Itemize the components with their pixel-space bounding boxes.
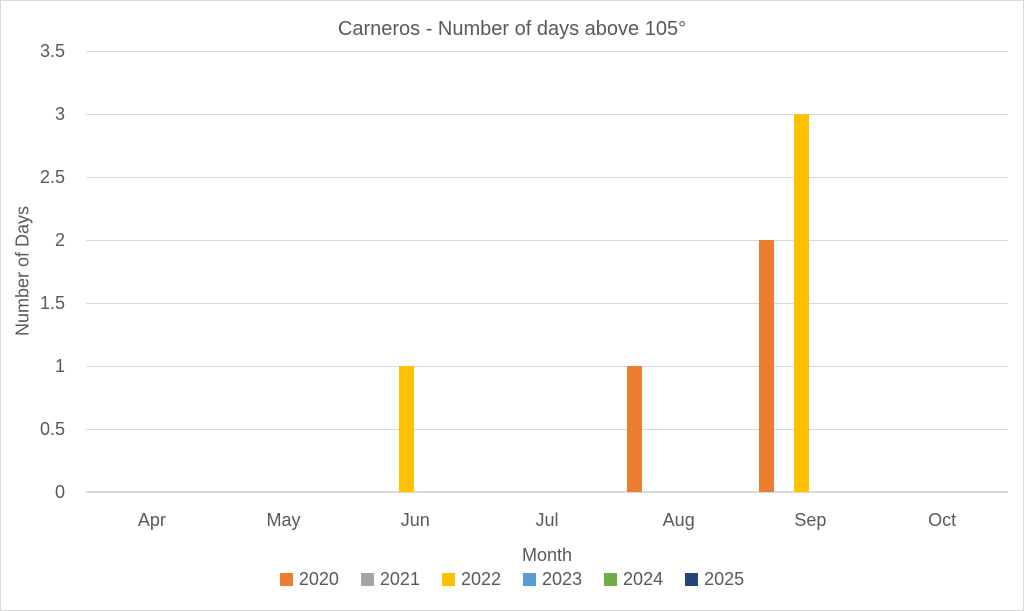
legend-label-2020: 2020 xyxy=(298,569,339,589)
legend-label-2023: 2023 xyxy=(542,569,583,589)
legend-swatch-2022 xyxy=(441,572,455,586)
y-axis-title: Number of Days xyxy=(12,205,33,337)
legend-item-2025: 2025 xyxy=(685,568,744,590)
gridline-2 xyxy=(86,240,1008,241)
y-tick-2.5: 2.5 xyxy=(39,167,65,187)
legend-swatch-2025 xyxy=(685,572,699,586)
legend-swatch-2020 xyxy=(279,572,293,586)
x-tick-aug: Aug xyxy=(662,510,695,530)
legend-swatch-2023 xyxy=(523,572,536,586)
bar-2020-Aug xyxy=(627,366,643,492)
gridline-1 xyxy=(86,366,1008,367)
legend-swatch-2024 xyxy=(604,572,618,586)
bar-2020-Sep xyxy=(759,240,775,492)
legend-item-2023: 2023 xyxy=(523,568,582,590)
x-tick-jun: Jun xyxy=(400,510,430,530)
chart-title: Carneros - Number of days above 105° xyxy=(337,18,687,40)
gridline-3 xyxy=(86,114,1008,115)
legend-item-2020: 2020 xyxy=(279,568,339,590)
gridline-2.5 xyxy=(86,177,1008,178)
legend-swatch-2021 xyxy=(360,572,374,586)
bar-2022-Jun xyxy=(399,366,414,492)
bar-2022-Sep xyxy=(794,114,810,492)
gridline-3.5 xyxy=(86,51,1008,52)
legend-label-2024: 2024 xyxy=(623,569,664,589)
gridline-0.5 xyxy=(86,429,1008,430)
x-axis-title: Month xyxy=(521,545,573,565)
legend-item-2021: 2021 xyxy=(360,568,420,590)
x-axis-line xyxy=(86,491,1008,493)
plot-area xyxy=(86,51,1008,493)
legend: 2020 2021 2022 2023 2024 2025 xyxy=(1,568,1023,590)
y-tick-3.5: 3.5 xyxy=(39,41,65,61)
y-tick-1.5: 1.5 xyxy=(39,293,65,313)
x-tick-jul: Jul xyxy=(535,510,559,530)
x-tick-may: May xyxy=(266,510,301,530)
y-tick-2: 2 xyxy=(54,230,65,250)
x-tick-sep: Sep xyxy=(794,510,827,530)
y-tick-0: 0 xyxy=(54,482,65,502)
legend-label-2025: 2025 xyxy=(704,569,745,589)
legend-item-2024: 2024 xyxy=(604,568,663,590)
x-tick-oct: Oct xyxy=(928,510,957,530)
y-tick-3: 3 xyxy=(54,104,65,124)
legend-item-2022: 2022 xyxy=(441,568,501,590)
y-tick-1: 1 xyxy=(54,356,65,376)
x-tick-apr: Apr xyxy=(137,510,166,530)
legend-label-2022: 2022 xyxy=(460,569,501,589)
gridline-1.5 xyxy=(86,303,1008,304)
y-tick-0.5: 0.5 xyxy=(39,419,65,439)
legend-label-2021: 2021 xyxy=(379,569,420,589)
